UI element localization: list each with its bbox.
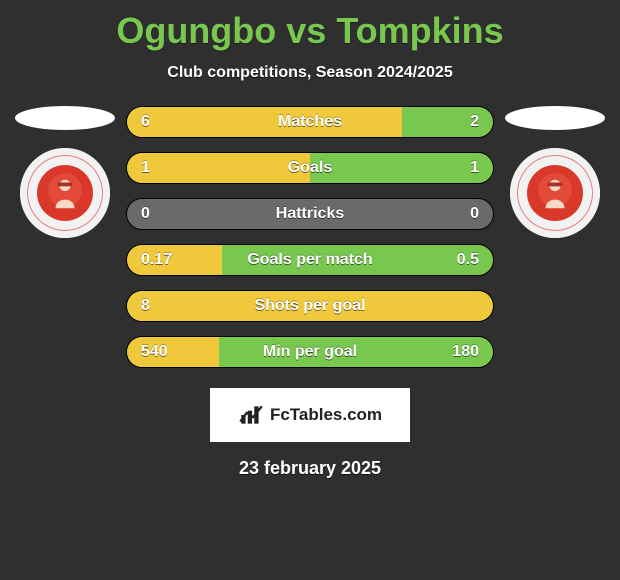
brand-logo-icon [238, 402, 264, 428]
bar-value-left: 8 [141, 297, 150, 315]
bar-value-right: 0.5 [457, 251, 479, 269]
side-left [10, 106, 120, 368]
bar-label: Min per goal [263, 343, 357, 361]
bar-seg-left [127, 153, 310, 183]
bar-value-left: 0.17 [141, 251, 172, 269]
bar-value-left: 540 [141, 343, 168, 361]
brand-text: FcTables.com [270, 405, 382, 425]
stat-bar: 6 Matches 2 [126, 106, 494, 138]
bar-label: Matches [278, 113, 342, 131]
bar-value-right: 2 [470, 113, 479, 131]
stat-bar: 0.17 Goals per match 0.5 [126, 244, 494, 276]
date-text: 23 february 2025 [0, 458, 620, 479]
club-crest-right [510, 148, 600, 238]
bar-value-right: 180 [452, 343, 479, 361]
bar-value-left: 6 [141, 113, 150, 131]
comparison-content: 6 Matches 2 1 Goals 1 0 Hattricks 0 0.17… [0, 106, 620, 368]
stat-bar: 8 Shots per goal [126, 290, 494, 322]
bar-label: Goals per match [247, 251, 372, 269]
stat-bar: 1 Goals 1 [126, 152, 494, 184]
bar-value-left: 0 [141, 205, 150, 223]
side-right [500, 106, 610, 368]
bar-value-right: 1 [470, 159, 479, 177]
bar-label: Shots per goal [254, 297, 365, 315]
club-crest-left [20, 148, 110, 238]
bar-value-right: 0 [470, 205, 479, 223]
bar-label: Hattricks [276, 205, 344, 223]
bar-seg-right [402, 107, 494, 137]
bar-seg-right [310, 153, 493, 183]
bar-value-left: 1 [141, 159, 150, 177]
stat-bar: 0 Hattricks 0 [126, 198, 494, 230]
stat-bars: 6 Matches 2 1 Goals 1 0 Hattricks 0 0.17… [120, 106, 500, 368]
flag-left [15, 106, 115, 130]
page-subtitle: Club competitions, Season 2024/2025 [0, 64, 620, 82]
bar-seg-left [127, 107, 402, 137]
page-title: Ogungbo vs Tompkins [0, 0, 620, 52]
brand-badge: FcTables.com [210, 388, 410, 442]
flag-right [505, 106, 605, 130]
bar-label: Goals [288, 159, 332, 177]
stat-bar: 540 Min per goal 180 [126, 336, 494, 368]
